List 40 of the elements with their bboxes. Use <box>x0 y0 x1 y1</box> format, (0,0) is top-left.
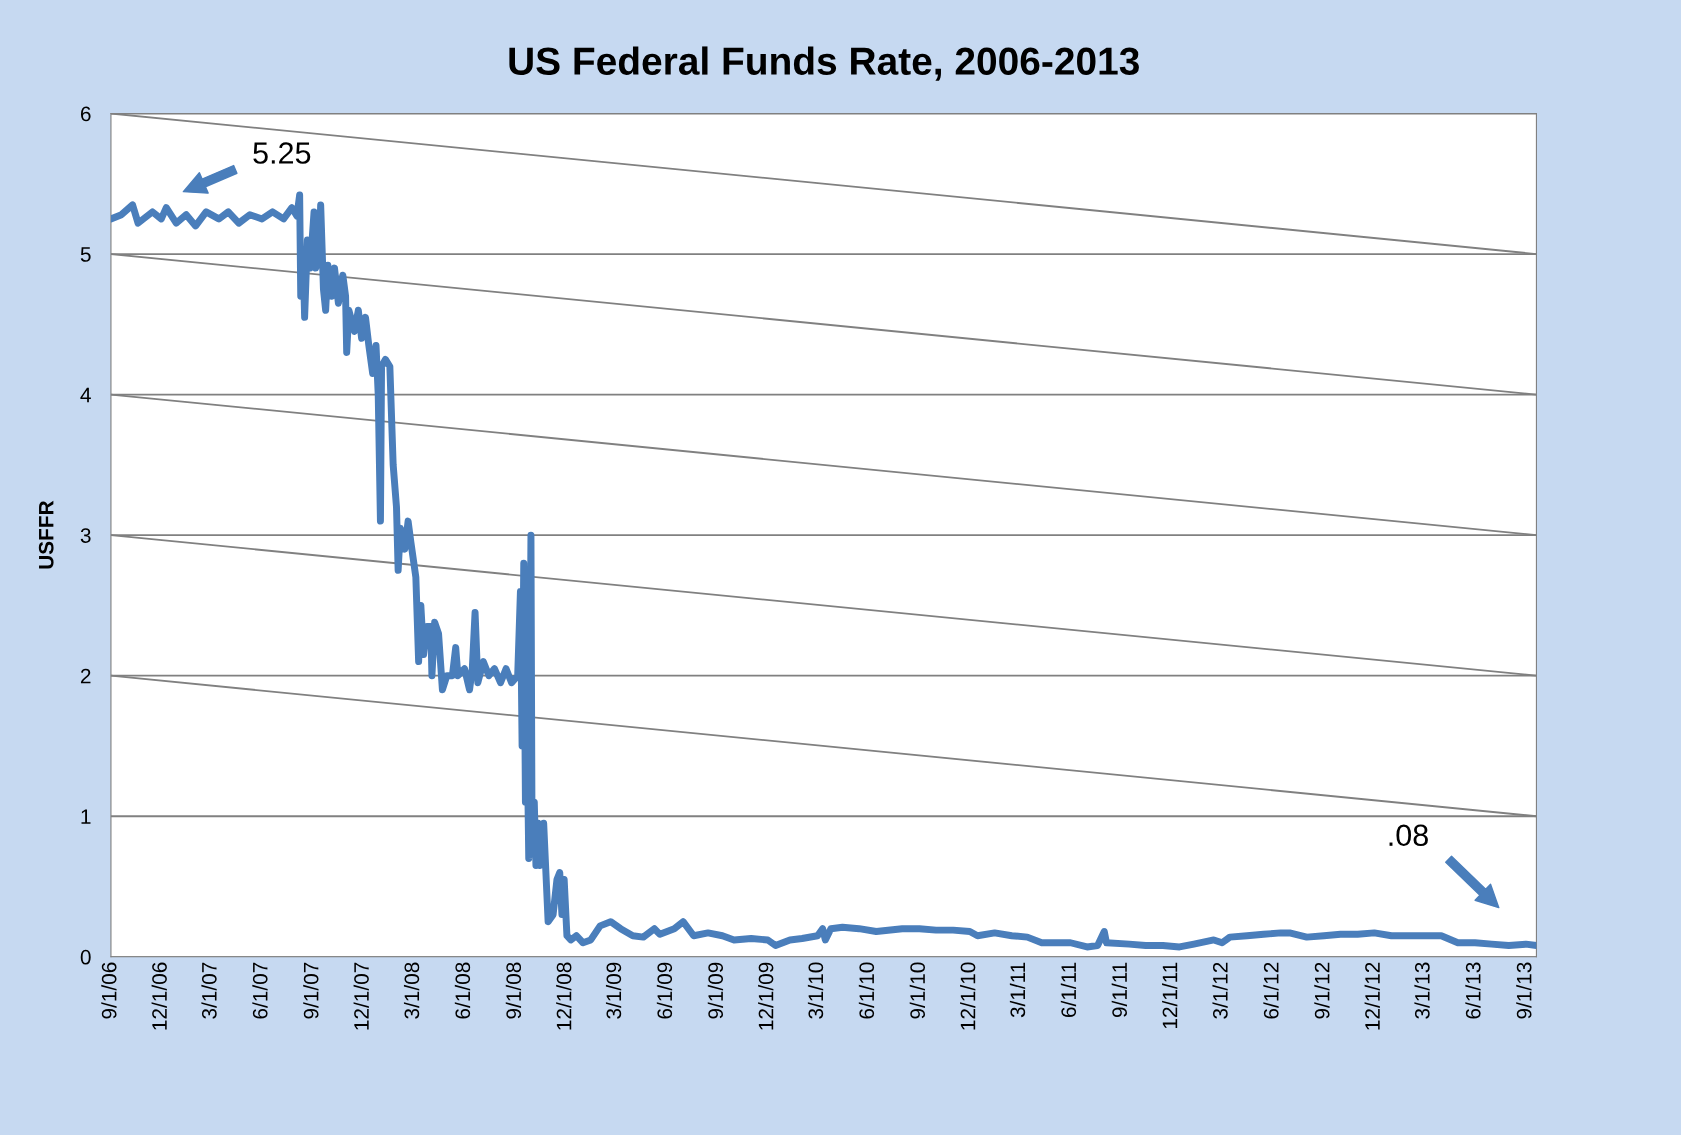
x-tick-label: 9/1/06 <box>101 962 117 1019</box>
x-tick-label: 12/1/08 <box>556 962 572 1030</box>
x-tick-label: 12/1/07 <box>353 962 369 1030</box>
y-tick-label: 3 <box>80 528 91 543</box>
x-tick-label: 3/1/09 <box>605 962 622 1019</box>
x-tick-label: 12/1/09 <box>758 962 774 1030</box>
x-tick-label: 9/1/11 <box>1111 962 1127 1018</box>
annotation: .08 <box>1389 824 1428 847</box>
annotation: 5.25 <box>253 142 311 164</box>
x-tick-label: 6/1/12 <box>1263 962 1279 1019</box>
x-tick-label: 9/1/09 <box>707 962 724 1019</box>
chart-title: US Federal Funds Rate, 2006-2013 <box>509 46 1139 81</box>
x-tick-label: 12/1/06 <box>151 962 167 1030</box>
x-tick-label: 9/1/13 <box>1516 962 1532 1019</box>
x-tick-label: 3/1/08 <box>403 962 420 1019</box>
y-tick-label: 0 <box>80 949 91 965</box>
x-tick-label: 12/1/12 <box>1364 962 1380 1030</box>
x-tick-label: 3/1/11 <box>1009 962 1026 1018</box>
y-tick-label: 2 <box>80 668 91 684</box>
x-tick-label: 3/1/10 <box>807 962 824 1019</box>
x-tick-label: 3/1/13 <box>1414 962 1430 1019</box>
x-tick-label: 9/1/08 <box>505 962 522 1019</box>
x-tick-label: 6/1/10 <box>858 962 875 1019</box>
x-tick-label: 6/1/07 <box>252 962 268 1019</box>
y-tick-label: 4 <box>80 387 91 403</box>
y-tick-label: 6 <box>80 106 91 122</box>
x-tick-label: 12/1/10 <box>960 962 976 1030</box>
x-tick-label: 9/1/12 <box>1314 962 1330 1019</box>
y-axis-title: USFFR <box>38 500 54 569</box>
y-tick-label: 5 <box>80 247 91 262</box>
x-tick-label: 9/1/07 <box>303 962 319 1019</box>
y-tick-label: 1 <box>81 809 91 824</box>
x-tick-label: 12/1/11 <box>1162 962 1178 1029</box>
x-tick-label: 3/1/12 <box>1212 962 1228 1019</box>
x-tick-label: 9/1/10 <box>909 962 926 1019</box>
x-tick-label: 6/1/08 <box>454 962 471 1019</box>
x-tick-label: 3/1/07 <box>201 962 217 1019</box>
x-tick-label: 6/1/09 <box>656 962 673 1019</box>
x-tick-label: 6/1/11 <box>1060 962 1077 1017</box>
x-tick-label: 6/1/13 <box>1465 962 1481 1019</box>
